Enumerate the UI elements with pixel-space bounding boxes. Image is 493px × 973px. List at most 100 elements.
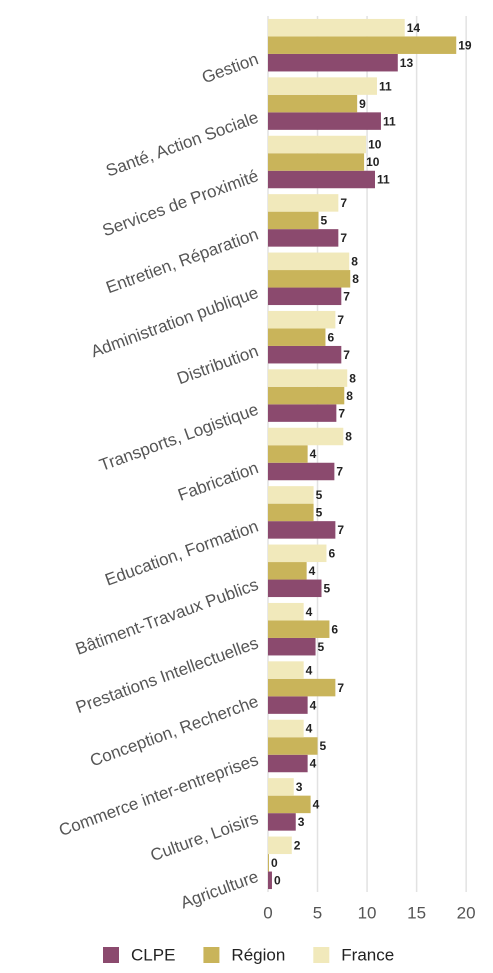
category-label: Transports, Logistique	[97, 400, 261, 475]
bar	[268, 229, 339, 247]
category-label: Services de Proximité	[100, 166, 261, 240]
value-label: 9	[359, 97, 366, 111]
category-label: Fabrication	[175, 458, 261, 505]
bar	[268, 170, 375, 189]
bar	[268, 637, 316, 656]
bar	[268, 328, 326, 346]
bar	[268, 737, 318, 755]
value-label: 4	[310, 447, 317, 461]
value-label: 11	[383, 114, 396, 128]
value-label: 4	[313, 798, 320, 812]
bar	[268, 427, 344, 446]
bar	[268, 211, 319, 230]
bar	[268, 620, 330, 638]
value-label: 14	[407, 21, 421, 35]
bar	[268, 486, 314, 504]
bar	[268, 252, 350, 271]
bar	[268, 795, 311, 814]
value-label: 6	[331, 622, 338, 636]
bar	[268, 345, 342, 364]
category-label: Distribution	[174, 341, 260, 388]
bar	[268, 53, 398, 72]
value-label: 7	[337, 681, 344, 695]
bar	[268, 678, 336, 697]
value-label: 4	[306, 722, 313, 736]
value-label: 5	[316, 488, 323, 502]
value-label: 7	[340, 196, 347, 210]
value-label: 19	[458, 38, 472, 52]
value-label: 0	[274, 873, 281, 887]
value-label: 5	[323, 581, 330, 595]
bar	[268, 310, 336, 329]
bar	[268, 94, 358, 113]
value-label: 8	[346, 389, 353, 403]
value-label: 5	[320, 739, 327, 753]
category-label: Gestion	[199, 49, 261, 87]
value-label: 7	[338, 406, 345, 420]
category-label: Entretien, Réparation	[103, 225, 260, 298]
value-label: 7	[337, 523, 344, 537]
bar	[268, 562, 307, 580]
bar	[268, 521, 336, 539]
bar	[268, 696, 308, 714]
bar	[268, 871, 272, 890]
x-tick-label: 15	[407, 903, 426, 922]
bar	[268, 135, 367, 154]
value-label: 10	[368, 138, 382, 152]
value-label: 4	[306, 605, 313, 619]
x-tick-label: 20	[457, 903, 476, 922]
bar	[268, 836, 292, 855]
x-tick-label: 5	[313, 903, 322, 922]
value-label: 7	[340, 231, 347, 245]
legend-label: CLPE	[131, 945, 175, 964]
bar	[268, 369, 348, 387]
value-label: 6	[327, 330, 334, 344]
bar	[268, 602, 304, 621]
bar	[268, 854, 269, 872]
bar	[268, 754, 308, 773]
value-label: 7	[343, 348, 350, 362]
bar	[268, 544, 327, 563]
value-label: 11	[377, 173, 390, 187]
bar	[268, 194, 339, 212]
value-label: 8	[349, 371, 356, 385]
value-label: 4	[309, 564, 316, 578]
value-label: 2	[294, 838, 301, 852]
bar	[268, 386, 345, 405]
bar	[268, 18, 405, 37]
value-label: 6	[328, 546, 335, 560]
value-label: 4	[306, 663, 313, 677]
bar	[268, 36, 457, 54]
bar	[268, 270, 351, 288]
legend-swatch	[203, 947, 220, 963]
value-label: 10	[366, 155, 380, 169]
category-label: Agriculture	[178, 867, 261, 913]
value-label: 5	[318, 640, 325, 654]
value-label: 11	[379, 79, 392, 93]
value-label: 5	[321, 214, 328, 228]
bar	[268, 719, 304, 738]
bar	[268, 153, 365, 171]
value-label: 0	[271, 856, 278, 870]
legend-swatch	[103, 947, 119, 963]
value-label: 3	[298, 815, 305, 829]
bar	[268, 579, 322, 598]
bar	[268, 445, 308, 463]
bar	[268, 462, 335, 481]
value-label: 8	[345, 430, 352, 444]
bar	[268, 778, 294, 796]
x-tick-label: 0	[263, 903, 272, 922]
legend-label: France	[341, 945, 394, 964]
bar	[268, 287, 342, 306]
category-label: Education, Formation	[103, 517, 261, 590]
legend-swatch	[313, 947, 330, 963]
bar	[268, 112, 381, 130]
bar	[268, 503, 314, 522]
value-label: 5	[316, 506, 323, 520]
value-label: 4	[310, 757, 317, 771]
bar	[268, 404, 337, 422]
value-label: 8	[351, 254, 358, 268]
category-label: Santé, Action Sociale	[103, 108, 260, 181]
bar	[268, 77, 377, 95]
